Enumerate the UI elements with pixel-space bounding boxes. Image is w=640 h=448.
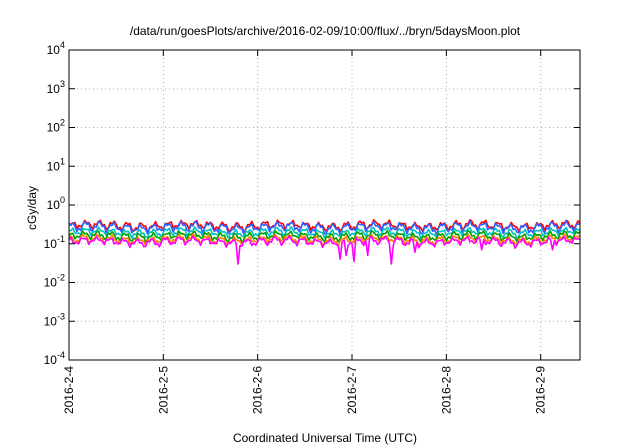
x-tick-label: 2016-2-7 [345,366,359,414]
series-line [68,219,581,236]
series-line [69,226,581,240]
y-tick-label: 104 [47,40,65,57]
y-tick-label: 10-2 [44,273,65,290]
series-line [68,229,581,244]
y-tick-label: 10-1 [44,234,65,251]
grid [69,50,580,360]
y-tick-label: 10-3 [44,311,65,328]
series-group [68,219,581,265]
y-tick-label: 10-4 [44,350,65,367]
series-line [68,235,581,265]
x-tick-label: 2016-2-8 [439,366,453,414]
x-tick-label: 2016-2-9 [534,366,548,414]
y-tick-label: 103 [47,79,65,96]
y-tick-label: 100 [47,195,65,212]
y-tick-label: 101 [47,156,65,173]
x-tick-label: 2016-2-5 [156,366,170,414]
x-axis-label: Coordinated Universal Time (UTC) [233,431,417,445]
x-tick-label: 2016-2-4 [62,366,76,414]
y-axis-label: cGy/day [25,186,39,230]
x-tick-label: 2016-2-6 [251,366,265,414]
tick-group: 10-4 10-3 10-2 10-1 100 101 102 103 104 2016-2-4 2… [44,40,580,414]
chart-title: /data/run/goesPlots/archive/2016-02-09/1… [130,24,521,38]
y-tick-label: 102 [47,118,65,135]
